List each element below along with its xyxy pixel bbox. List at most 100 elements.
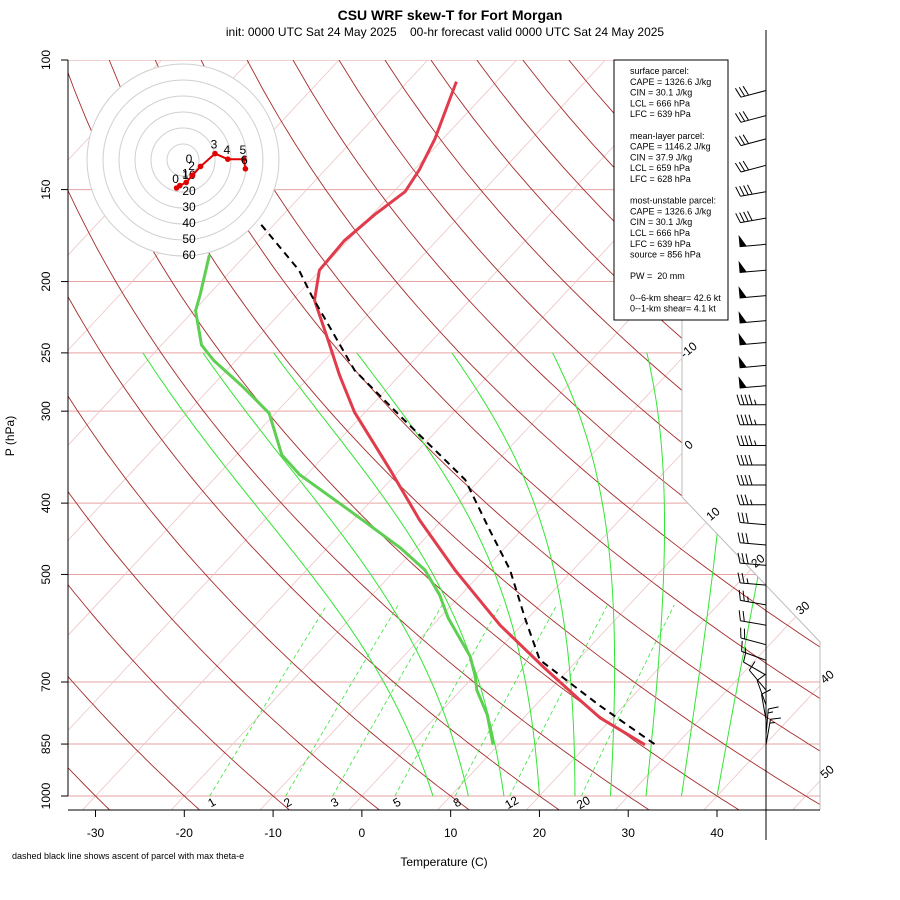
- y-tick-label: 200: [39, 271, 53, 291]
- info-text: LCL = 666 hPa: [630, 98, 690, 108]
- info-text: CAPE = 1326.6 J/kg: [630, 77, 711, 87]
- hodograph-point-label: 6: [241, 153, 248, 167]
- hodograph-point: [225, 156, 231, 162]
- info-text: 0--6-km shear= 42.6 kt: [630, 293, 721, 303]
- y-tick-label: 150: [39, 179, 53, 199]
- y-axis-label: P (hPa): [3, 416, 17, 456]
- wind-barb: [734, 111, 767, 123]
- hodograph-point-label: 1: [182, 166, 189, 180]
- hodograph-point: [189, 172, 196, 178]
- info-text: source = 856 hPa: [630, 250, 701, 260]
- isotherm: [68, 60, 429, 810]
- moist-adiabat: [142, 352, 434, 797]
- y-tick-label: 1000: [39, 782, 53, 809]
- wind-barb: [736, 435, 766, 446]
- info-text: most-unstable parcel:: [630, 196, 716, 206]
- hodograph-point: [241, 156, 247, 162]
- info-text: LFC = 639 hPa: [630, 239, 691, 249]
- mixing-ratio-line: [285, 604, 399, 797]
- dry-adiabat: [68, 60, 476, 810]
- hodograph-point-label: 3: [211, 138, 218, 152]
- hodograph-ring: [166, 143, 200, 177]
- isotherm: [610, 60, 820, 810]
- wind-barb: [737, 552, 767, 566]
- wind-barb: [735, 210, 767, 224]
- isotherm: [68, 60, 695, 810]
- dry-adiabat: [68, 60, 296, 810]
- wind-barb: [738, 286, 767, 299]
- info-text: PW = 20 mm: [630, 271, 685, 281]
- hodograph-point: [183, 179, 189, 186]
- moist-adiabat: [273, 352, 505, 797]
- wind-barb: [737, 532, 767, 546]
- hodograph-ring-label: 30: [182, 200, 196, 214]
- y-tick-label: 850: [39, 734, 53, 754]
- wind-barb: [738, 589, 767, 606]
- dry-adiabat: [68, 60, 386, 810]
- wind-barb: [765, 706, 779, 735]
- info-text: CIN = 30.1 J/kg: [630, 88, 692, 98]
- info-text: LFC = 639 hPa: [630, 109, 691, 119]
- isotherm: [68, 60, 606, 810]
- hodograph-ring: [102, 79, 264, 241]
- profile-line: [259, 223, 656, 745]
- wind-barb: [736, 394, 766, 406]
- info-text: LCL = 666 hPa: [630, 228, 690, 238]
- mixing-ratio-line: [332, 604, 443, 797]
- info-text: 0--1-km shear= 4.1 kt: [630, 304, 716, 314]
- chart-subtitle: init: 0000 UTC Sat 24 May 2025 00-hr for…: [226, 25, 665, 39]
- wind-barb: [738, 376, 767, 389]
- info-text: CIN = 30.1 J/kg: [630, 217, 692, 227]
- wind-barb: [761, 689, 772, 720]
- mixing-ratio-label: 20: [574, 793, 593, 812]
- wind-barb: [734, 160, 767, 173]
- wind-barb: [740, 627, 767, 646]
- hodograph-point-label: 0: [172, 172, 179, 186]
- mixing-ratio-line: [394, 604, 501, 797]
- x-tick-label: -20: [176, 826, 194, 840]
- dry-adiabat: [68, 60, 567, 810]
- wind-barb: [765, 717, 781, 745]
- mixing-ratio-label: 12: [502, 793, 521, 812]
- moist-adiabat: [356, 352, 540, 797]
- wind-barb: [737, 512, 767, 526]
- moist-adiabat: [552, 352, 616, 797]
- wind-barb: [736, 454, 766, 466]
- hodograph-ring: [150, 127, 216, 193]
- hodograph-point: [177, 182, 183, 189]
- wind-barb: [735, 184, 767, 197]
- y-tick-label: 400: [39, 493, 53, 513]
- dry-adiabat: [338, 60, 820, 810]
- profile-line: [194, 254, 495, 746]
- wind-barb: [738, 260, 767, 273]
- hodograph-point-label: 2: [188, 159, 195, 173]
- y-tick-label: 500: [39, 564, 53, 584]
- wind-barb: [738, 234, 767, 248]
- moist-adiabat: [202, 352, 469, 797]
- isotherm: [255, 60, 820, 810]
- y-tick-label: 300: [39, 401, 53, 421]
- x-tick-label: 20: [533, 826, 547, 840]
- isotherm: [68, 60, 517, 810]
- isotherm: [699, 60, 820, 810]
- y-tick-label: 250: [39, 343, 53, 363]
- isotherm: [521, 60, 820, 810]
- x-tick-label: -30: [87, 826, 105, 840]
- info-box: [613, 59, 729, 321]
- x-tick-label: -10: [264, 826, 282, 840]
- x-axis-label: Temperature (C): [400, 855, 487, 869]
- info-text: mean-layer parcel:: [630, 131, 705, 141]
- hodograph-ring-label: 50: [182, 232, 196, 246]
- wind-barb: [738, 311, 767, 324]
- dry-adiabat: [384, 60, 820, 810]
- mixing-ratio-line: [509, 604, 608, 797]
- hodograph-ring-label: 20: [182, 184, 196, 198]
- wind-barb: [736, 494, 766, 506]
- x-tick-label: 0: [359, 826, 366, 840]
- dry-adiabat: [68, 60, 205, 810]
- wind-barb: [756, 673, 767, 706]
- hodograph-background: [87, 64, 279, 256]
- moist-adiabat: [645, 352, 665, 797]
- wind-barb: [743, 651, 767, 676]
- dry-adiabat: [292, 60, 820, 810]
